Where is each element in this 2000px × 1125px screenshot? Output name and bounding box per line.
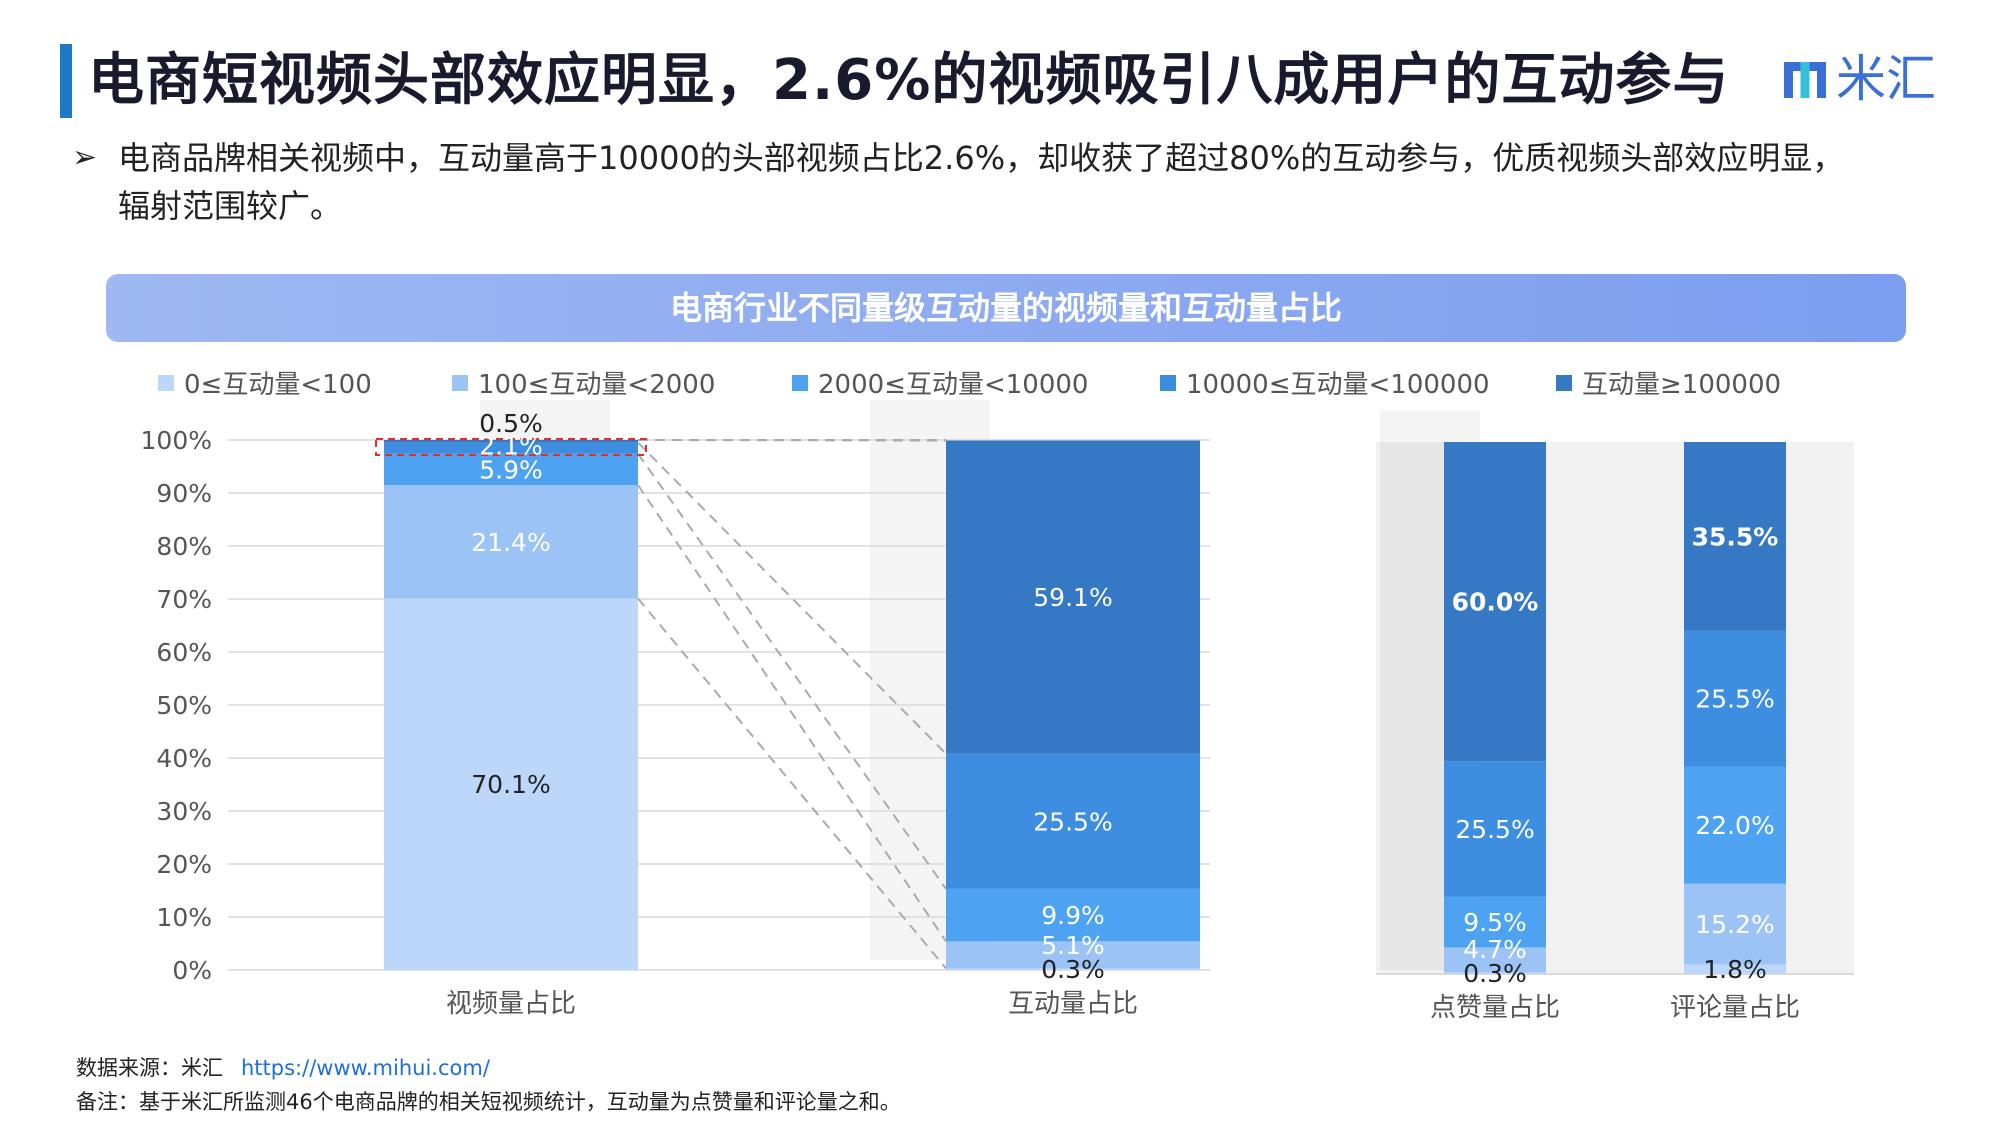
legend-item: 2000≤互动量<10000 xyxy=(792,364,1088,401)
legend-item: 10000≤互动量<100000 xyxy=(1160,364,1490,401)
bar-segment xyxy=(1684,630,1786,767)
brand-logo: 米汇 xyxy=(1782,52,1936,106)
data-label: 25.5% xyxy=(1695,685,1774,714)
y-tick-label: 60% xyxy=(156,638,212,667)
y-tick-label: 100% xyxy=(141,426,212,455)
legend-label: 2000≤互动量<10000 xyxy=(818,370,1089,400)
bar-segment xyxy=(384,598,638,970)
y-tick-label: 20% xyxy=(156,850,212,879)
bar-segment xyxy=(946,968,1200,970)
mihui-logo-icon xyxy=(1784,62,1826,98)
legend-swatch xyxy=(158,374,174,391)
connector-line xyxy=(637,441,947,755)
y-tick-label: 70% xyxy=(156,585,212,614)
y-tick-label: 50% xyxy=(156,691,212,720)
data-label: 5.9% xyxy=(479,455,543,484)
legend-swatch xyxy=(452,374,468,391)
data-label: 25.5% xyxy=(1455,815,1534,844)
bar-segment xyxy=(946,888,1200,942)
data-label: 5.1% xyxy=(1041,931,1105,960)
bar-segment xyxy=(1684,766,1786,884)
data-label: 9.5% xyxy=(1463,908,1527,937)
connector-line xyxy=(637,597,947,970)
legend-label: 互动量≥100000 xyxy=(1582,370,1782,400)
source-line: 数据来源：米汇 https://www.mihui.com/ xyxy=(76,1052,490,1082)
bar-segment xyxy=(1444,947,1546,973)
bar-segment xyxy=(946,440,1200,754)
footnote: 备注：基于米汇所监测46个电商品牌的相关短视频统计，互动量为点赞量和评论量之和。 xyxy=(76,1090,901,1114)
chart-title: 电商行业不同量级互动量的视频量和互动量占比 xyxy=(106,274,1906,342)
arrow-bullet-icon: ➢ xyxy=(72,140,98,175)
x-category-label: 互动量占比 xyxy=(1008,989,1138,1019)
data-label: 2.1% xyxy=(479,431,543,460)
data-label: 70.1% xyxy=(471,770,550,799)
legend-swatch xyxy=(1160,374,1176,391)
data-label: 35.5% xyxy=(1692,522,1779,551)
connector-line xyxy=(637,484,947,942)
legend-item: 0≤互动量<100 xyxy=(158,364,372,401)
y-tick-label: 0% xyxy=(172,956,212,985)
data-label: 0.3% xyxy=(1463,959,1527,988)
connector-line xyxy=(637,453,947,890)
bar-segment xyxy=(946,941,1200,969)
bar-segment xyxy=(1684,883,1786,965)
data-label: 21.4% xyxy=(471,528,550,557)
logo-text: 米汇 xyxy=(1836,50,1936,108)
x-category-label: 视频量占比 xyxy=(446,989,576,1019)
y-tick-label: 40% xyxy=(156,744,212,773)
bullet-text: 电商品牌相关视频中，互动量高于10000的头部视频占比2.6%，却收获了超过80… xyxy=(118,134,1948,230)
bar-segment xyxy=(384,485,638,599)
legend-item: 100≤互动量<2000 xyxy=(452,364,715,401)
bar-segment xyxy=(1444,442,1546,762)
legend-label: 100≤互动量<2000 xyxy=(478,370,716,400)
title-accent-bar xyxy=(60,44,72,118)
y-tick-label: 90% xyxy=(156,479,212,508)
data-label: 22.0% xyxy=(1695,811,1774,840)
bar-segment xyxy=(384,442,638,454)
page-title: 电商短视频头部效应明显，2.6%的视频吸引八成用户的互动参与 xyxy=(88,48,1730,113)
bar-segment xyxy=(1444,972,1546,974)
y-tick-label: 30% xyxy=(156,797,212,826)
legend-label: 10000≤互动量<100000 xyxy=(1186,370,1490,400)
highlight-box xyxy=(375,438,647,456)
source-link[interactable]: https://www.mihui.com/ xyxy=(241,1056,490,1080)
bar-segment xyxy=(384,453,638,486)
y-tick-label: 80% xyxy=(156,532,212,561)
data-label: 15.2% xyxy=(1695,910,1774,939)
data-label: 4.7% xyxy=(1463,935,1527,964)
bar-segment xyxy=(1684,442,1786,631)
data-label: 9.9% xyxy=(1041,901,1105,930)
y-tick-label: 10% xyxy=(156,903,212,932)
x-category-label: 评论量占比 xyxy=(1670,993,1800,1023)
bar-segment xyxy=(1444,896,1546,948)
data-label: 0.5% xyxy=(479,409,543,438)
bar-segment xyxy=(946,753,1200,889)
data-label: 25.5% xyxy=(1033,807,1112,836)
bar-segment xyxy=(384,440,638,443)
legend-item: 互动量≥100000 xyxy=(1556,364,1781,401)
bullet-text-line-1: 电商品牌相关视频中，互动量高于10000的头部视频占比2.6%，却收获了超过80… xyxy=(118,139,1845,177)
data-label: 59.1% xyxy=(1033,583,1112,612)
legend-swatch xyxy=(1556,374,1572,391)
bar-segment xyxy=(1444,761,1546,897)
data-label: 1.8% xyxy=(1703,955,1767,984)
source-label: 数据来源：米汇 xyxy=(76,1056,223,1080)
x-category-label: 点赞量占比 xyxy=(1430,993,1560,1023)
data-label: 60.0% xyxy=(1452,588,1539,617)
legend-swatch xyxy=(792,374,808,391)
bar-segment xyxy=(1684,964,1786,974)
bullet-text-line-2: 辐射范围较广。 xyxy=(118,187,343,225)
data-label: 0.3% xyxy=(1041,955,1105,984)
legend-label: 0≤互动量<100 xyxy=(184,370,372,400)
